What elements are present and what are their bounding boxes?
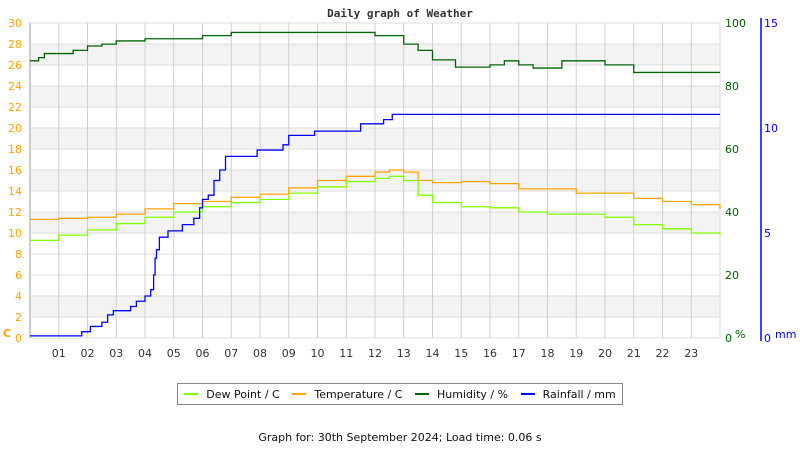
legend-item-temperature: Temperature / C	[292, 388, 402, 401]
x-tick-label: 08	[253, 347, 267, 360]
x-tick-label: 09	[282, 347, 296, 360]
y-tick-label: 14	[8, 185, 22, 198]
x-tick-label: 23	[684, 347, 698, 360]
x-tick-label: 04	[138, 347, 152, 360]
series-line-rainfall	[30, 113, 720, 337]
x-tick-label: 12	[368, 347, 382, 360]
x-tick-label: 07	[224, 347, 238, 360]
series-line-temperature	[30, 169, 721, 220]
legend-item-humidity: Humidity / %	[415, 388, 508, 401]
legend-item-rainfall: Rainfall / mm	[520, 388, 616, 401]
x-tick-label: 02	[81, 347, 95, 360]
rain-axis-unit: mm	[775, 328, 796, 341]
legend: Dew Point / C Temperature / C Humidity /…	[177, 383, 623, 405]
chart-title: Daily graph of Weather	[327, 7, 473, 20]
humidity-tick-label: 100	[725, 17, 746, 30]
y-tick-label: 16	[8, 164, 22, 177]
y-tick-label: 8	[15, 248, 22, 261]
humidity-tick-label: 80	[725, 80, 739, 93]
series-line-dew	[30, 175, 721, 241]
humidity-tick-label: 60	[725, 143, 739, 156]
x-tick-label: 10	[311, 347, 325, 360]
y-tick-label: 26	[8, 59, 22, 72]
x-tick-label: 14	[426, 347, 440, 360]
left-axis-unit: C	[3, 327, 11, 340]
x-tick-label: 21	[627, 347, 641, 360]
x-tick-label: 11	[339, 347, 353, 360]
y-tick-label: 30	[8, 17, 22, 30]
y-tick-label: 28	[8, 38, 22, 51]
x-tick-label: 06	[196, 347, 210, 360]
x-tick-label: 22	[656, 347, 670, 360]
y-tick-label: 6	[15, 269, 22, 282]
x-tick-label: 18	[541, 347, 555, 360]
legend-item-dew-point: Dew Point / C	[184, 388, 280, 401]
x-tick-label: 15	[454, 347, 468, 360]
rain-tick-label: 5	[764, 227, 771, 240]
rain-tick-label: 10	[764, 122, 778, 135]
y-tick-label: 12	[8, 206, 22, 219]
x-tick-label: 01	[52, 347, 66, 360]
humidity-tick-label: 40	[725, 206, 739, 219]
x-tick-label: 17	[512, 347, 526, 360]
x-tick-label: 16	[483, 347, 497, 360]
series-line-humidity	[30, 31, 720, 74]
rain-tick-label: 0	[764, 332, 771, 345]
y-tick-label: 24	[8, 80, 22, 93]
x-tick-label: 19	[569, 347, 583, 360]
y-tick-label: 10	[8, 227, 22, 240]
y-tick-label: 18	[8, 143, 22, 156]
x-tick-label: 20	[598, 347, 612, 360]
rain-tick-label: 15	[764, 17, 778, 30]
humidity-axis-unit: %	[735, 328, 745, 341]
y-tick-label: 20	[8, 122, 22, 135]
x-tick-label: 05	[167, 347, 181, 360]
humidity-tick-label: 0	[725, 332, 732, 345]
x-tick-label: 03	[109, 347, 123, 360]
footer-status: Graph for: 30th September 2024; Load tim…	[258, 431, 542, 444]
y-tick-label: 0	[15, 332, 22, 345]
humidity-tick-label: 20	[725, 269, 739, 282]
x-tick-label: 13	[397, 347, 411, 360]
y-tick-label: 22	[8, 101, 22, 114]
y-tick-label: 2	[15, 311, 22, 324]
y-tick-label: 4	[15, 290, 22, 303]
